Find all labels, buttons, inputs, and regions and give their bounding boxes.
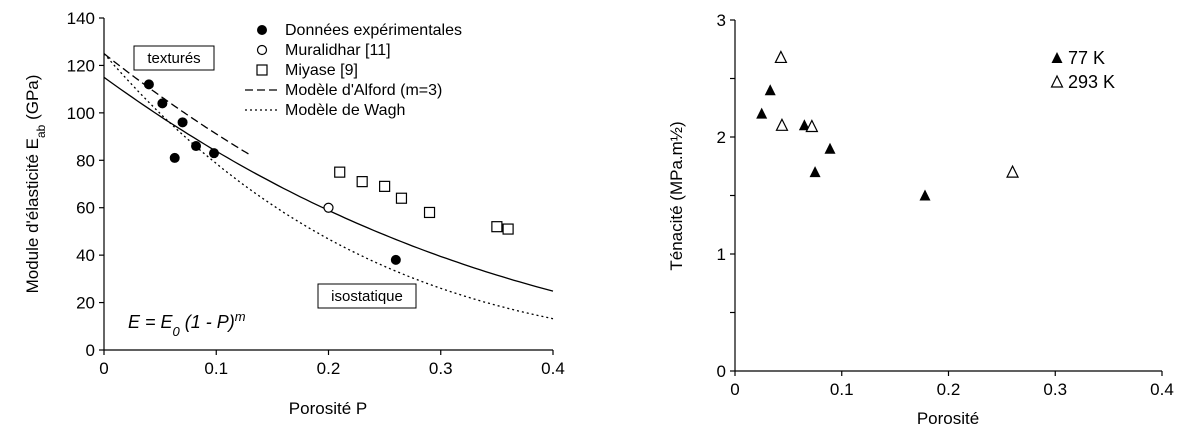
formula-label: E = E0 (1 - P)m [128,309,246,339]
data-point [157,98,168,109]
y-tick-label: 3 [717,11,726,30]
data-point [1006,164,1020,178]
y-axis-title: Module d'élasticité Eab (GPa) [23,75,48,294]
data-point [756,107,768,119]
data-point [191,141,202,152]
data-point [805,119,819,133]
legend-label: Modèle d'Alford (m=3) [285,82,442,99]
isostatique-label: isostatique [331,288,403,305]
right-chart: 0 0.1 0.2 0.3 0.4 0 1 2 3 77 K 293 K Porosité Ténaci… [667,11,1174,428]
legend-marker [256,44,268,56]
y-axis-title-part: Module d'élasticité E [23,138,42,293]
data-point [323,202,334,213]
y-axis-title-part: ab [34,124,48,138]
y-tick-label: 60 [76,199,95,218]
textures-label: texturés [147,50,200,67]
x-tick-label: 0.1 [204,359,228,378]
left-chart: 0 0.1 0.2 0.3 0.4 0 20 40 60 80 100 120 140 Données e… [23,9,565,418]
y-tick-label: 2 [717,128,726,147]
x-tick-label: 0.2 [937,380,961,399]
y-tick-label: 100 [67,104,95,123]
textures-box [133,45,215,71]
x-axis-title: Porosité P [289,399,367,418]
data-point [169,152,180,163]
y-tick-label: 140 [67,9,95,28]
data-point [824,142,836,154]
alford-model-line [103,53,251,156]
x-tick-label: 0 [99,359,108,378]
y-axis-title: Ténacité (MPa.m½) [667,121,686,270]
x-tick-label: 0.1 [830,380,854,399]
legend-marker [1051,52,1063,63]
legend-label: 293 K [1068,72,1115,92]
data-point [334,166,346,178]
x-tick-label: 0 [730,380,739,399]
legend-label: Miyase [9] [285,62,358,79]
x-tick-label: 0.3 [1043,380,1067,399]
legend-label: Modèle de Wagh [285,102,405,119]
y-tick-label: 80 [76,151,95,170]
legend-marker [1050,74,1064,88]
formula-part: (1 - P) [180,312,235,332]
formula-part: 0 [173,324,181,339]
data-point [775,117,789,131]
x-tick-label: 0.3 [429,359,453,378]
data-point [209,148,220,159]
y-tick-label: 1 [717,245,726,264]
legend-label: Muralidhar [11] [285,42,391,59]
y-tick-label: 40 [76,246,95,265]
data-point [919,189,931,201]
legend-label: Données expérimentales [285,22,462,39]
y-tick-label: 120 [67,56,95,75]
legend-marker [257,25,267,35]
x-tick-label: 0.4 [541,359,565,378]
y-axis-title-part: (GPa) [23,75,42,125]
y-tick-label: 0 [86,341,95,360]
legend-label: 77 K [1068,48,1105,68]
y-tick-label: 0 [717,362,726,381]
formula-part: E = E [128,312,174,332]
x-tick-label: 0.2 [317,359,341,378]
isostatique-box [317,283,417,309]
data-point [395,192,408,204]
data-point [356,176,368,188]
legend-marker [256,64,268,76]
data-point [177,117,188,128]
formula-part: m [235,309,246,324]
data-point [764,84,776,96]
data-point [491,221,503,233]
data-point [390,254,401,265]
x-axis-title: Porosité [917,409,979,428]
data-point [502,223,514,235]
data-point [143,79,154,90]
data-point [809,166,821,178]
data-point [379,180,391,192]
x-tick-label: 0.4 [1150,380,1174,399]
data-point [423,206,436,219]
y-tick-label: 20 [76,294,95,313]
data-point [774,50,788,64]
data-point [798,119,810,131]
